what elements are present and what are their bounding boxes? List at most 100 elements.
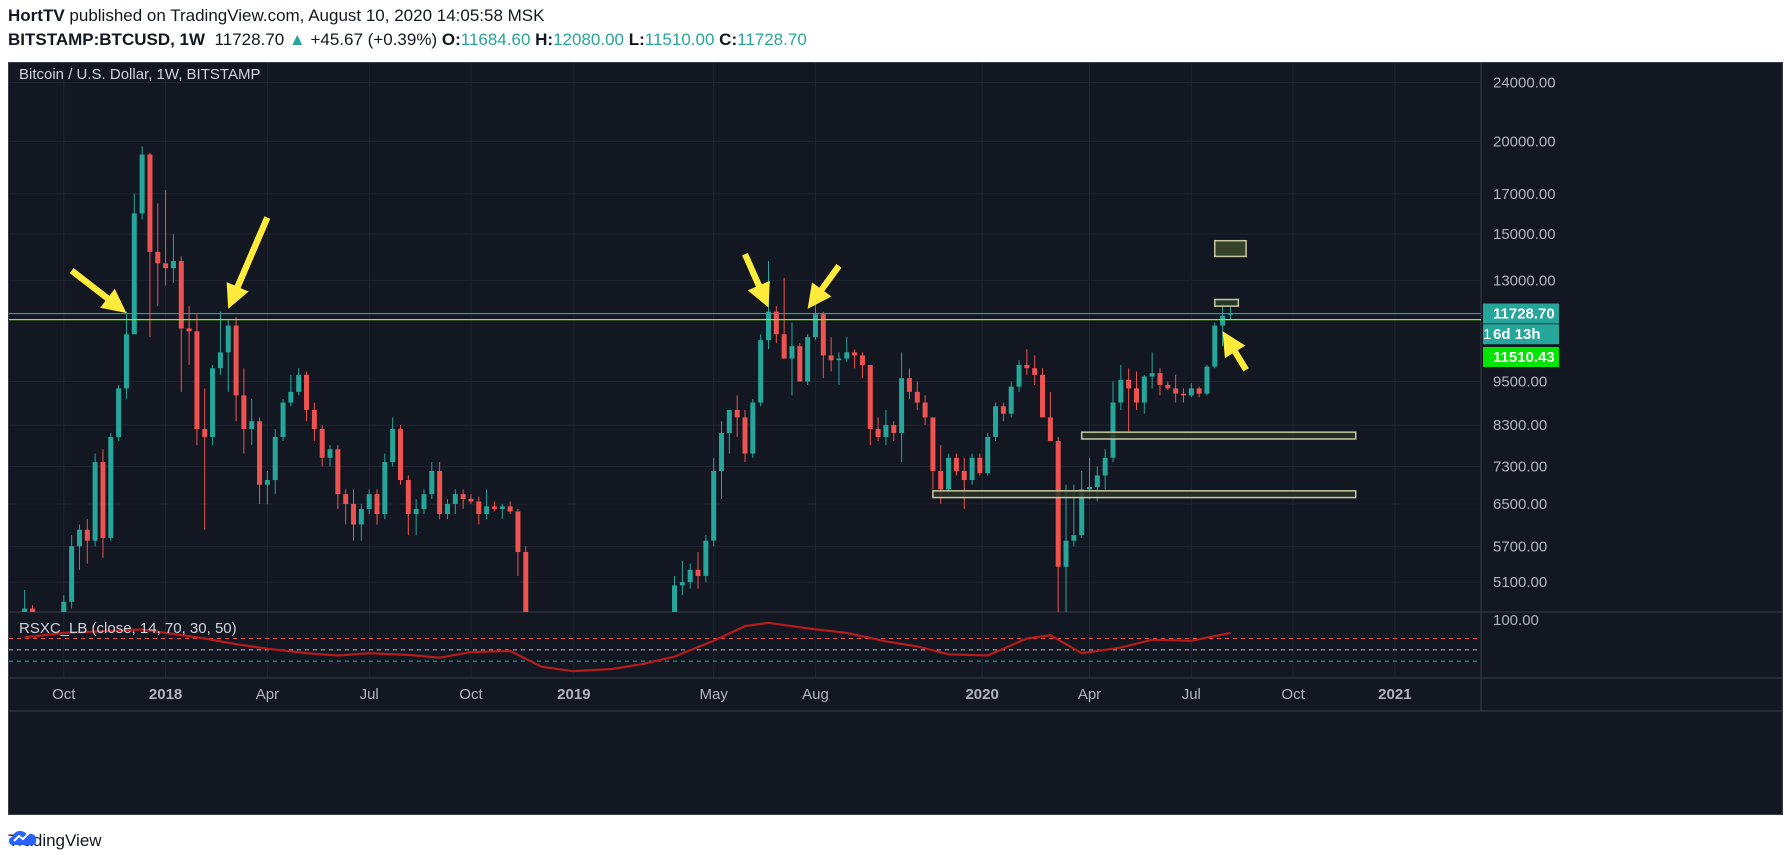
candle [765, 311, 771, 341]
candle [812, 314, 818, 338]
candle [1165, 384, 1171, 389]
author-name[interactable]: HortTV [8, 6, 65, 25]
low-value: 11510.00 [644, 30, 715, 49]
candle [1133, 388, 1139, 403]
candle [1220, 315, 1226, 326]
candle [1180, 393, 1186, 396]
price-axis-label: 5100.00 [1493, 574, 1547, 591]
candle [609, 690, 614, 708]
chart-container[interactable]: Bitcoin / U.S. Dollar, 1W, BITSTAMP 24000… [8, 62, 1783, 815]
price-change: +45.67 (+0.39%) [310, 30, 438, 49]
price-chart[interactable]: Bitcoin / U.S. Dollar, 1W, BITSTAMP 24000… [9, 63, 1782, 814]
candle [805, 337, 811, 382]
candle [288, 391, 294, 403]
price-axis-label: 8300.00 [1493, 417, 1547, 434]
candle [92, 462, 98, 541]
candle [38, 645, 43, 682]
time-axis-label: 2018 [149, 686, 182, 703]
candles-group [22, 146, 1233, 728]
candle [397, 429, 403, 481]
candle [985, 436, 991, 474]
price-axis-label: 5700.00 [1493, 538, 1547, 555]
candle [264, 480, 270, 485]
price-badge [1483, 347, 1559, 368]
candle [1040, 374, 1046, 418]
published-text: published on TradingView.com, August 10,… [69, 6, 545, 25]
time-axis-label: Apr [256, 686, 279, 703]
open-value: 11684.60 [460, 30, 531, 49]
tradingview-cloud-icon[interactable] [8, 826, 38, 848]
candle [170, 261, 176, 269]
zone-rectangle [1080, 431, 1357, 440]
close-value: 11728.70 [737, 30, 807, 49]
symbol-label[interactable]: BITSTAMP:BTCUSD, 1W [8, 30, 206, 49]
candle [460, 494, 466, 500]
candle [1047, 417, 1053, 442]
candle [108, 436, 114, 538]
candle [343, 494, 349, 504]
candle [61, 601, 67, 612]
candle [1032, 368, 1038, 375]
candle [327, 449, 333, 458]
candle [789, 346, 795, 359]
candle [570, 661, 575, 686]
time-axis-label: 2019 [557, 686, 590, 703]
candle [100, 462, 106, 538]
candle [131, 213, 137, 335]
candle [922, 402, 928, 418]
symbol-bar: BITSTAMP:BTCUSD, 1W 11728.70 ▲ +45.67 (+… [8, 30, 807, 50]
candle [155, 251, 161, 264]
price-axis-label: 7300.00 [1493, 459, 1547, 476]
price-axis-label: 15000.00 [1493, 226, 1556, 243]
time-axis-label: Oct [1281, 686, 1305, 703]
candle [742, 417, 748, 454]
candle [1063, 540, 1069, 567]
candle [969, 457, 975, 481]
candle [953, 457, 959, 471]
time-axis-label: 2020 [965, 686, 998, 703]
candle [499, 506, 505, 509]
candle [687, 569, 693, 583]
candle [914, 391, 920, 403]
candle [758, 340, 764, 403]
footer: TradingView [8, 826, 102, 856]
candle [241, 395, 247, 430]
zone-rectangle [1214, 239, 1247, 258]
candle [1094, 475, 1100, 488]
candle [1188, 388, 1194, 396]
indicator-title: RSXC_LB (close, 14, 70, 30, 50) [19, 620, 237, 637]
candle [484, 506, 490, 515]
price-axis-label: 24000.00 [1493, 75, 1556, 92]
candle [272, 436, 278, 481]
candle [257, 421, 263, 485]
last-price: 11728.70 [214, 30, 285, 49]
candle [531, 653, 536, 661]
candle [633, 673, 638, 677]
candle [225, 325, 231, 353]
candle [84, 529, 90, 541]
zone-rectangle [1214, 298, 1240, 307]
candle [476, 501, 482, 515]
candle [930, 417, 936, 471]
publish-info: HortTV published on TradingView.com, Aug… [8, 6, 544, 26]
candle [233, 325, 239, 396]
zone-rectangle [932, 490, 1357, 499]
candle [1087, 487, 1093, 490]
candle [773, 311, 779, 335]
open-label: O: [441, 30, 461, 49]
candle [421, 494, 427, 509]
candle [547, 704, 552, 728]
candle [844, 352, 850, 359]
candle [828, 355, 834, 361]
candle [938, 470, 944, 490]
candle [781, 334, 787, 359]
candle [1102, 457, 1108, 476]
candle [358, 508, 364, 525]
candle [859, 355, 865, 365]
yellow-arrow [742, 252, 770, 308]
candle [1118, 379, 1124, 403]
candle [452, 494, 458, 504]
price-badge [1483, 324, 1559, 345]
candle [993, 406, 999, 437]
candle [641, 669, 646, 677]
